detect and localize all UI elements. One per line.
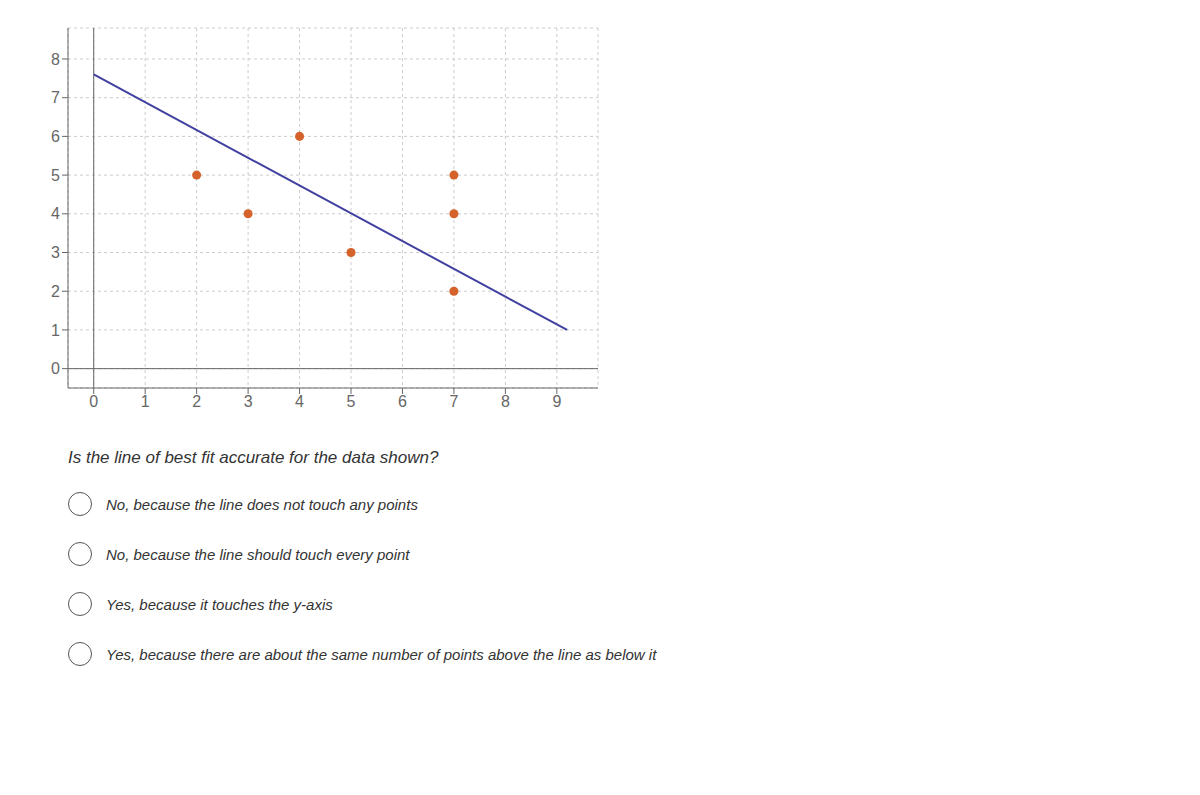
- svg-text:6: 6: [398, 393, 407, 410]
- svg-text:2: 2: [51, 283, 60, 300]
- svg-text:6: 6: [51, 128, 60, 145]
- html-text:Yes, because there are about t: Yes, because there are about the same nu…: [106, 645, 657, 663]
- svg-text:5: 5: [51, 167, 60, 184]
- svg-text:9: 9: [552, 393, 561, 410]
- svg-text:7: 7: [51, 89, 60, 106]
- html-text:No, because the line should to: No, because the line should touch every …: [106, 545, 410, 563]
- svg-text:4: 4: [51, 205, 60, 222]
- html-text:Yes, because it touches the y-: Yes, because it touches the y-axis: [106, 595, 333, 613]
- svg-text:0: 0: [89, 393, 98, 410]
- svg-text:7: 7: [449, 393, 458, 410]
- svg-text:2: 2: [192, 393, 201, 410]
- svg-text:3: 3: [244, 393, 253, 410]
- html-text:Is the line of best fit accura: Is the line of best fit accurate for the…: [68, 448, 439, 467]
- svg-text:4: 4: [295, 393, 304, 410]
- svg-text:8: 8: [51, 51, 60, 68]
- svg-text:1: 1: [51, 322, 60, 339]
- svg-text:3: 3: [51, 244, 60, 261]
- svg-text:8: 8: [501, 393, 510, 410]
- svg-text:5: 5: [347, 393, 356, 410]
- html-text:No, because the line does not: No, because the line does not touch any …: [106, 495, 418, 513]
- svg-text:1: 1: [141, 393, 150, 410]
- svg-text:0: 0: [51, 360, 60, 377]
